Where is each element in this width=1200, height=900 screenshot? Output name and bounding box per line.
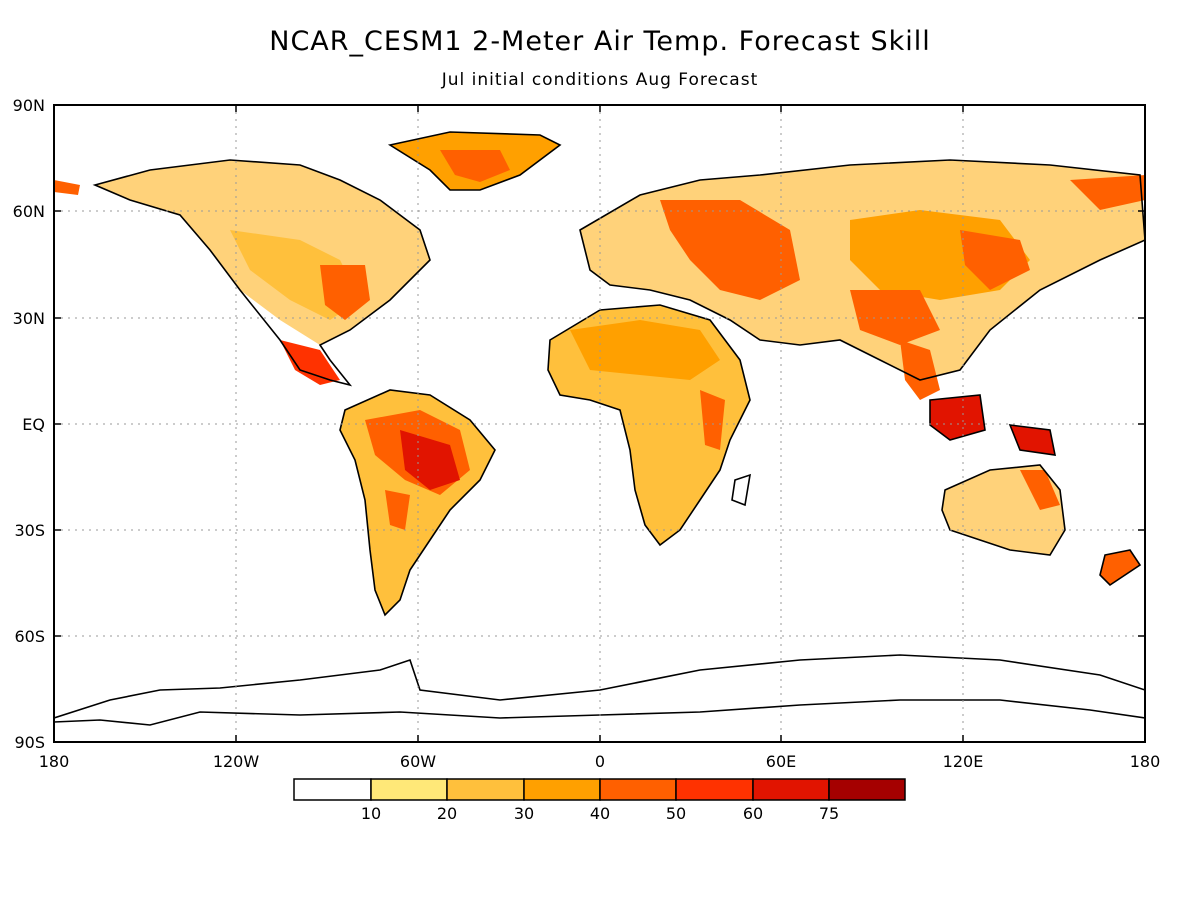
skill-shading <box>54 132 1145 615</box>
colorbar-label-20: 20 <box>437 804 457 823</box>
lon-labels: 180 120W 60W 0 60E 120E 180 <box>39 752 1161 771</box>
colorbar-box-7 <box>828 778 906 801</box>
lat-label-eq: EQ <box>22 415 45 434</box>
colorbar-box-3 <box>523 778 601 801</box>
graticule <box>54 105 1145 742</box>
frame-ticks <box>54 105 1145 742</box>
lon-label-60e: 60E <box>766 752 796 771</box>
lat-labels: 90N 60N 30N EQ 30S 60S 90S <box>13 96 45 752</box>
map-title: NCAR_CESM1 2-Meter Air Temp. Forecast Sk… <box>269 26 931 57</box>
colorbar-box-1 <box>370 778 448 801</box>
lat-label-90n: 90N <box>13 96 45 115</box>
lat-label-60s: 60S <box>14 627 45 646</box>
lon-label-60w: 60W <box>400 752 436 771</box>
lon-label-120e: 120E <box>943 752 984 771</box>
lon-label-180e: 180 <box>1130 752 1161 771</box>
colorbar-label-30: 30 <box>514 804 534 823</box>
colorbar-box-6 <box>752 778 830 801</box>
coastlines <box>54 131 1145 726</box>
map-subtitle: Jul initial conditions Aug Forecast <box>441 70 759 90</box>
lat-label-90s: 90S <box>14 733 45 752</box>
colorbar-box-2 <box>446 778 525 801</box>
lon-label-0: 0 <box>595 752 605 771</box>
colorbar-label-40: 40 <box>590 804 610 823</box>
lat-label-30n: 30N <box>13 309 45 328</box>
colorbar-box-5 <box>675 778 754 801</box>
colorbar-label-50: 50 <box>666 804 686 823</box>
colorbar-label-10: 10 <box>361 804 381 823</box>
colorbar-box-4 <box>599 778 677 801</box>
lat-label-60n: 60N <box>13 202 45 221</box>
colorbar-label-75: 75 <box>819 804 839 823</box>
colorbar-label-60: 60 <box>743 804 763 823</box>
colorbar: 10 20 30 40 50 60 75 <box>293 778 906 823</box>
colorbar-box-0 <box>293 778 372 801</box>
lon-label-180w: 180 <box>39 752 70 771</box>
lat-label-30s: 30S <box>14 521 45 540</box>
lon-label-120w: 120W <box>213 752 260 771</box>
